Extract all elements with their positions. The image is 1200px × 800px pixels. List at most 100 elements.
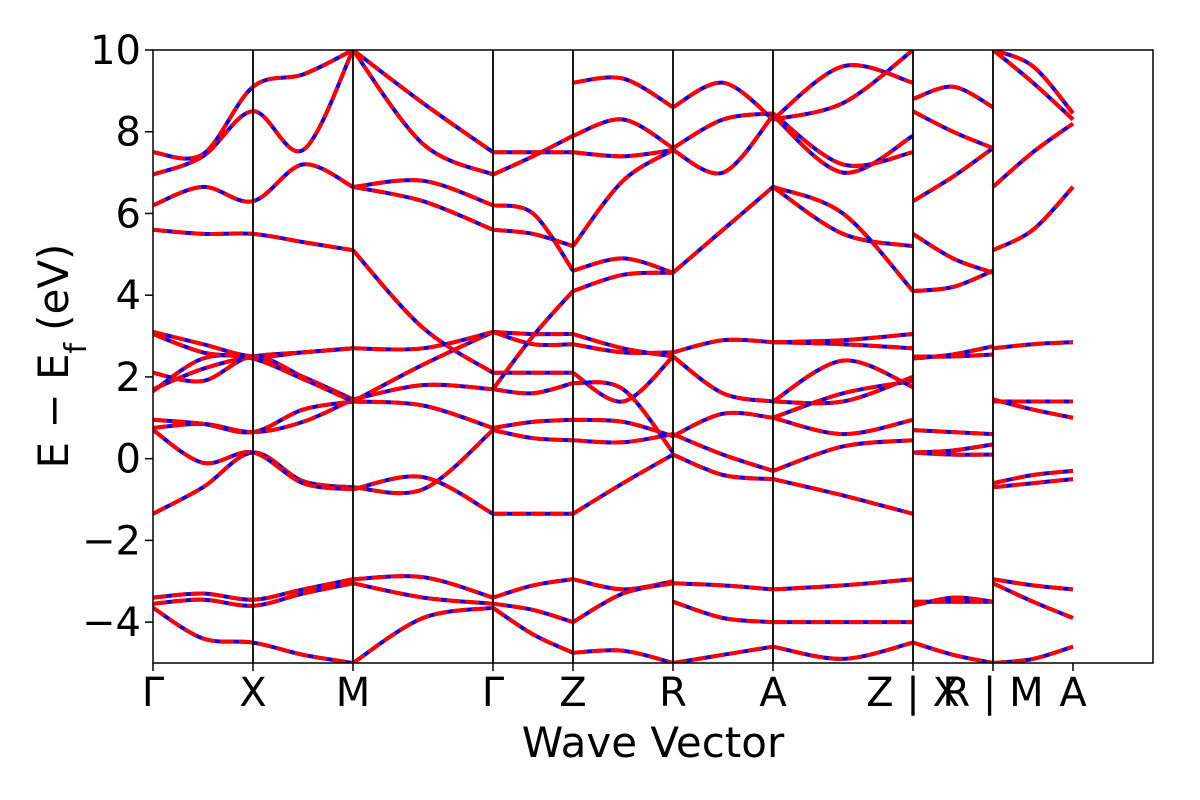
y-axis-title: E − Ef (eV) xyxy=(29,244,94,469)
band-line-dashed xyxy=(992,477,1074,490)
x-tick-label: R | M xyxy=(942,670,1043,716)
band-line-dashed xyxy=(351,50,495,154)
band-line-dashed xyxy=(671,354,774,404)
band-line-dashed xyxy=(672,581,774,592)
band-line-dashed xyxy=(352,581,494,606)
band-line-dashed xyxy=(352,428,495,496)
band-line-dashed xyxy=(571,148,675,248)
y-tick-label: 6 xyxy=(116,191,141,237)
x-tick-label: Z | X xyxy=(866,670,960,716)
x-tick-label: R xyxy=(659,670,687,716)
band-line-dashed xyxy=(771,185,914,249)
band-line-dashed xyxy=(991,121,1075,189)
band-line-dashed xyxy=(992,185,1075,253)
x-axis-title: Wave Vector xyxy=(522,718,785,767)
band-line-dashed xyxy=(492,428,574,443)
band-line-dashed xyxy=(672,337,774,355)
band-line-dashed xyxy=(492,381,574,396)
band-line-dashed xyxy=(492,601,574,625)
band-line-dashed xyxy=(492,417,574,430)
band-line-solid xyxy=(912,84,994,109)
y-tick-label: −2 xyxy=(82,518,141,564)
band-line-dashed xyxy=(912,450,994,457)
band-line-dashed xyxy=(672,410,774,439)
band-line-dashed xyxy=(912,352,994,359)
band-line-dashed xyxy=(153,428,354,492)
band-line-dashed xyxy=(351,248,495,375)
x-tick-label: Z xyxy=(559,670,586,716)
x-tick-label: X xyxy=(239,670,266,716)
band-line-dashed xyxy=(572,117,675,150)
band-line-solid xyxy=(572,117,675,150)
band-line-dashed xyxy=(992,581,1074,620)
band-line-dashed xyxy=(992,50,1075,115)
plot-frame xyxy=(152,49,1154,664)
band-line-solid xyxy=(772,50,915,122)
band-line-solid xyxy=(771,185,914,249)
band-line-dashed xyxy=(671,111,774,150)
band-line-dashed xyxy=(912,595,994,608)
band-line-dashed xyxy=(671,114,775,176)
band-line-dashed xyxy=(771,63,914,122)
band-line-dashed xyxy=(912,268,994,294)
band-line-dashed xyxy=(672,432,774,473)
band-line-dashed xyxy=(992,644,1074,663)
y-tick-label: 10 xyxy=(90,28,141,74)
band-line-dashed xyxy=(671,185,775,275)
band-line-dashed xyxy=(772,375,914,406)
band-line-dashed xyxy=(991,50,1075,121)
band-line-dashed xyxy=(671,80,775,122)
band-line-dashed xyxy=(352,184,494,232)
band-line-dashed xyxy=(572,256,674,275)
y-axis-title-main: E − E xyxy=(29,353,78,468)
band-line-solid xyxy=(351,248,495,375)
y-axis: −4 −2 0 2 4 6 8 10 xyxy=(82,28,153,646)
band-line-dashed xyxy=(351,605,494,663)
band-line-dashed xyxy=(772,340,914,351)
band-line-dashed xyxy=(912,428,994,437)
band-line-solid xyxy=(772,438,914,473)
band-line-dashed xyxy=(352,382,494,402)
band-line-solid xyxy=(352,184,494,232)
band-line-solid xyxy=(992,185,1075,253)
band-line-dashed xyxy=(352,330,494,404)
band-line-dashed xyxy=(352,330,494,352)
band-line-solid xyxy=(352,474,494,516)
band-line-solid xyxy=(672,410,774,439)
band-line-dashed xyxy=(572,332,674,359)
band-line-dashed xyxy=(772,50,915,122)
band-line-dashed xyxy=(571,355,675,404)
band-line-dashed xyxy=(912,84,994,109)
y-tick-label: 0 xyxy=(116,437,141,483)
band-line-dashed xyxy=(572,577,674,592)
band-line-solid xyxy=(572,270,674,294)
x-tick-label: A xyxy=(759,670,787,716)
band-line-dashed xyxy=(772,477,914,516)
x-axis: Γ X M Γ Z R A Z | XR | M A xyxy=(142,663,1087,716)
y-tick-label: 2 xyxy=(116,355,141,401)
y-axis-title-subscript: f xyxy=(59,341,94,353)
x-tick-label: Γ xyxy=(482,670,505,716)
band-line-dashed xyxy=(992,340,1074,351)
band-line-dashed xyxy=(911,232,994,275)
band-line-dashed xyxy=(491,606,574,655)
band-line-dashed xyxy=(772,332,914,345)
band-line-dashed xyxy=(772,415,914,437)
band-line-dashed xyxy=(492,227,574,249)
band-line-dashed xyxy=(352,399,494,430)
band-line-dashed xyxy=(912,109,994,150)
band-line-dashed xyxy=(672,599,774,625)
y-tick-label: 4 xyxy=(116,273,141,319)
band-line-dashed xyxy=(992,577,1074,592)
band-line-dashed xyxy=(771,358,914,404)
band-line-solid xyxy=(571,148,675,248)
band-line-dashed xyxy=(571,581,674,624)
band-line-solid xyxy=(671,114,775,176)
band-line-dashed xyxy=(992,397,1074,420)
band-line-solid xyxy=(672,432,774,473)
band-line-dashed xyxy=(572,270,674,294)
band-line-dashed xyxy=(491,289,575,391)
band-line-dashed xyxy=(672,452,774,482)
band-line-dashed xyxy=(153,50,355,177)
